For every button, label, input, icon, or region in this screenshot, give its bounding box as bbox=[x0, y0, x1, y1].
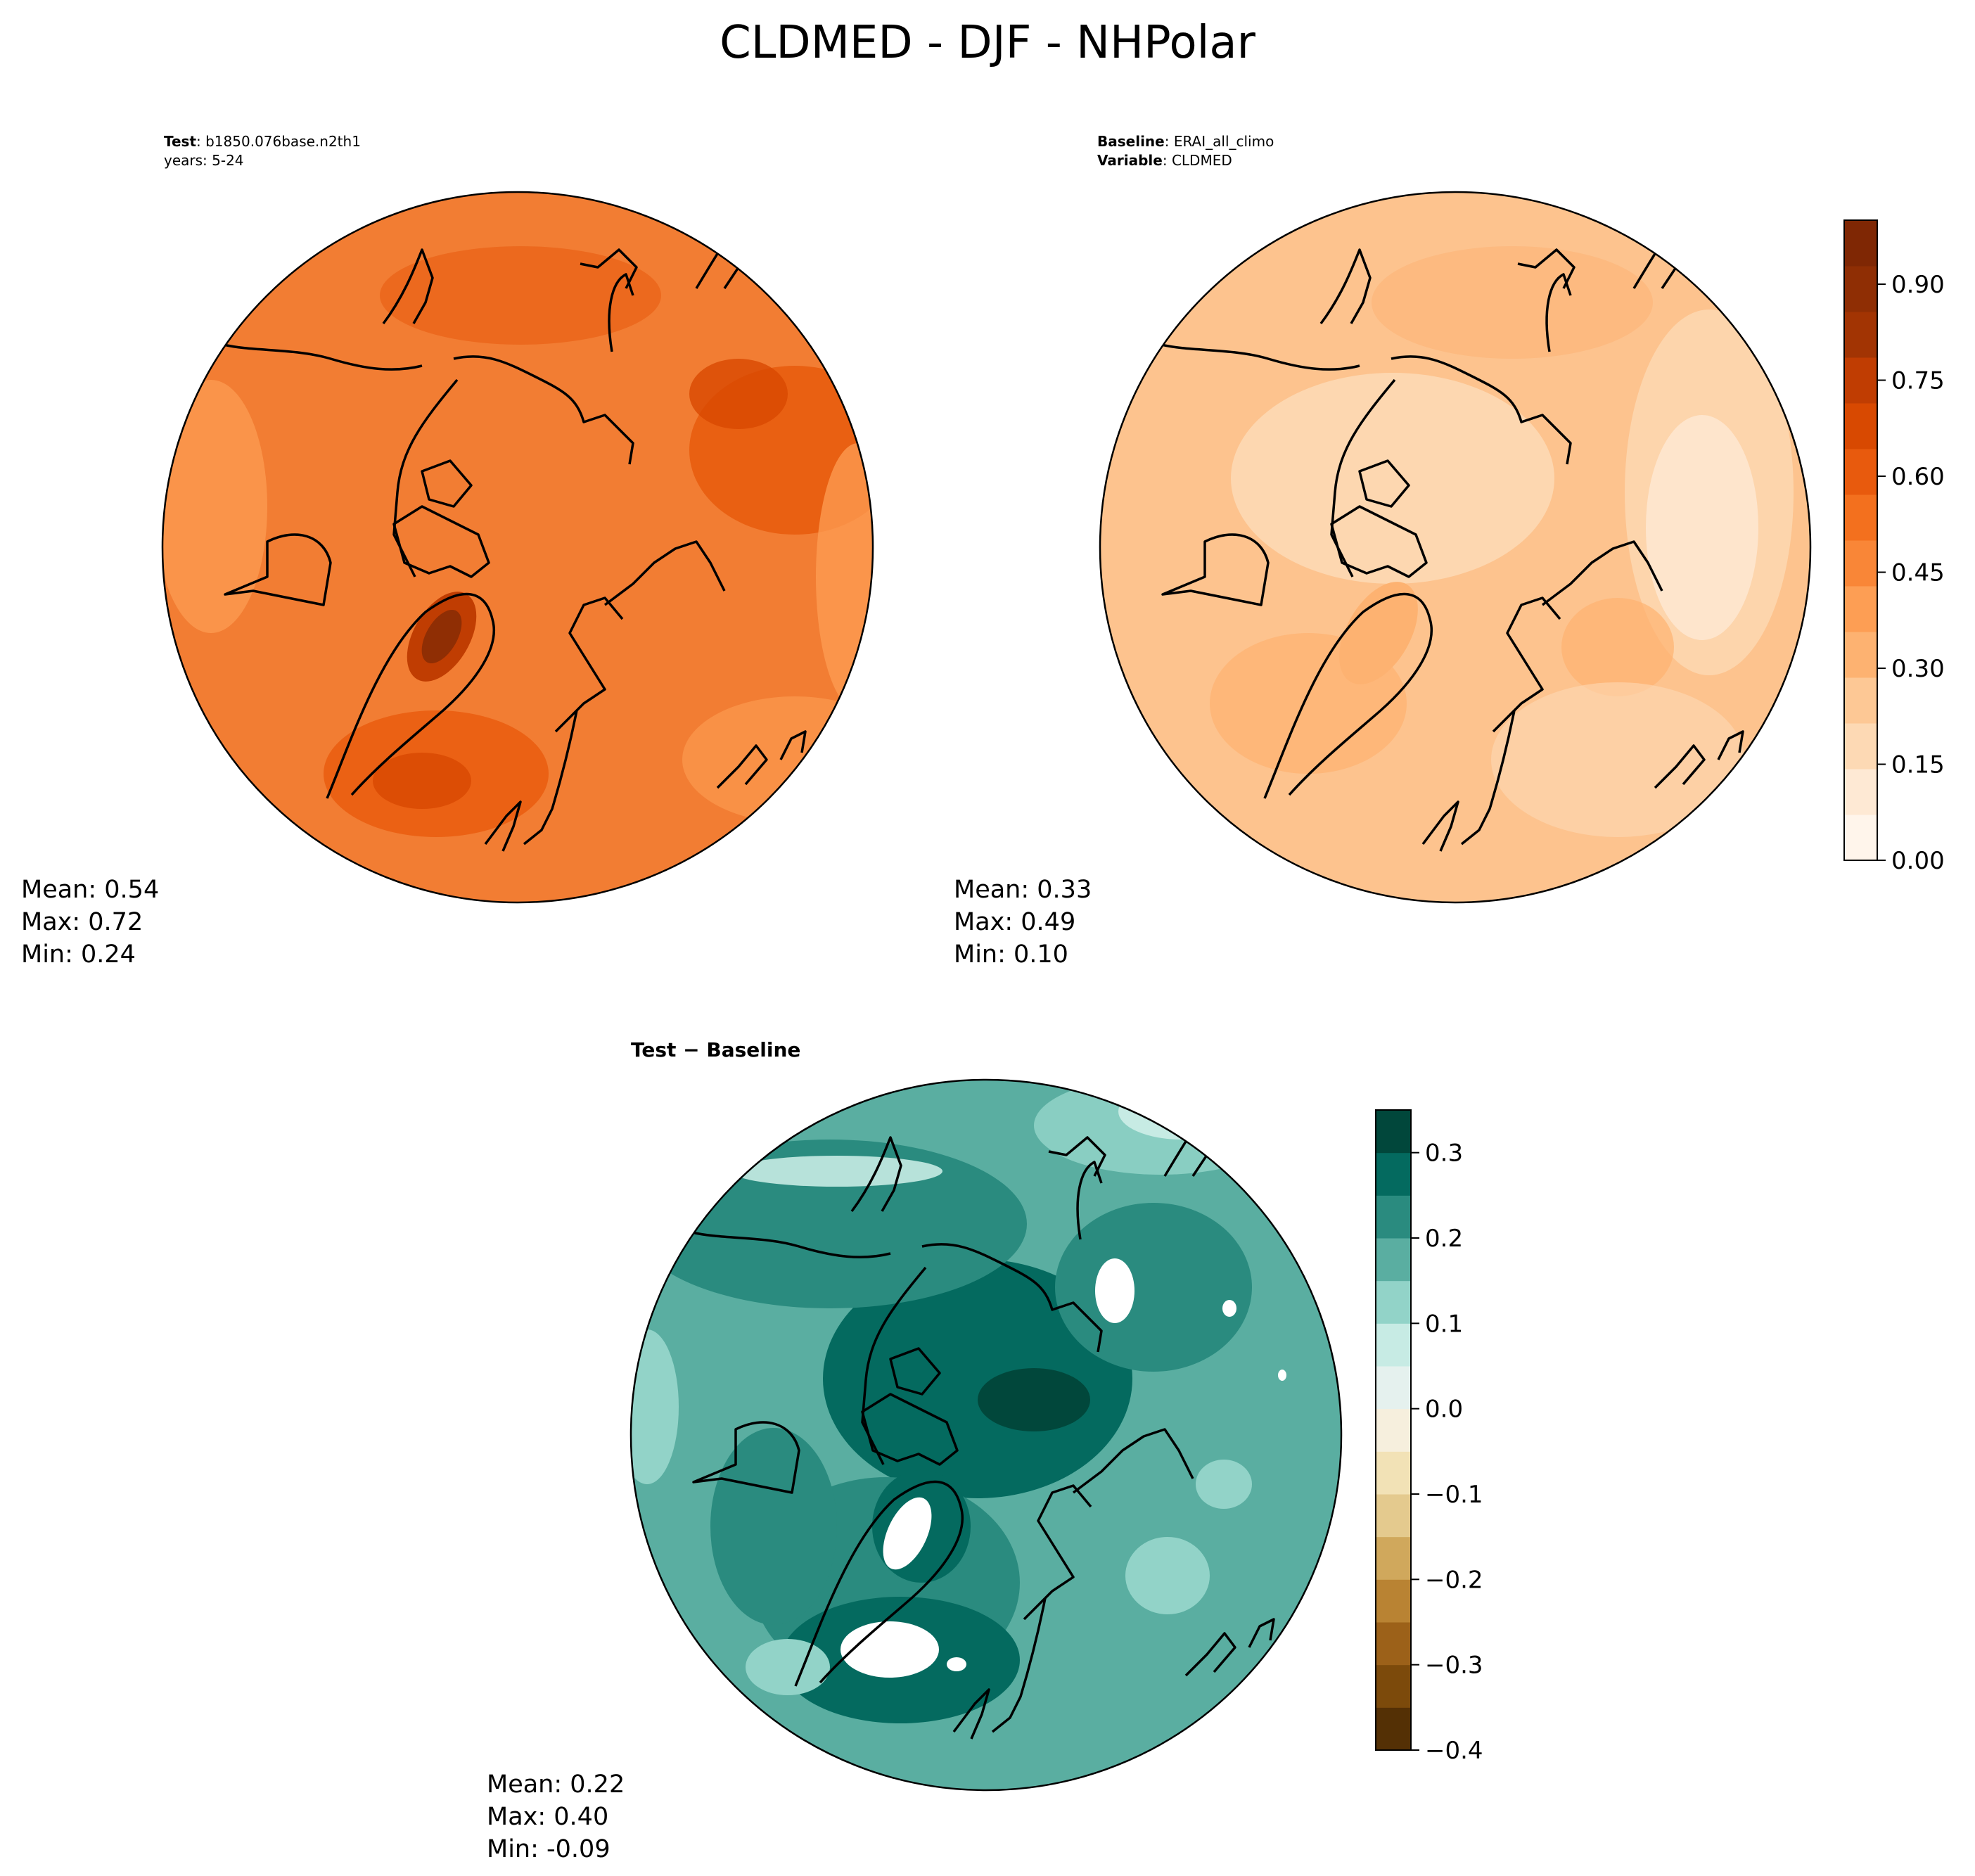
bottom-colorbar: −0.4 −0.3 −0.2 −0.1 0.0 0.1 0.2 0.3 bbox=[1375, 1109, 1483, 1765]
bottom-colorbar-tick-label: 0.1 bbox=[1425, 1310, 1463, 1338]
bottom-colorbar-segment bbox=[1376, 1323, 1411, 1367]
bottom-colorbar-segment bbox=[1376, 1238, 1411, 1282]
bottom-colorbar-segment bbox=[1376, 1451, 1411, 1495]
baseline-panel: Baseline: ERAI_all_climo Variable: CLDME… bbox=[954, 133, 1812, 969]
bottom-colorbar-segment bbox=[1376, 1110, 1411, 1154]
top-colorbar-segment bbox=[1844, 815, 1877, 861]
bottom-colorbar-segment bbox=[1376, 1579, 1411, 1623]
top-colorbar: 0.00 0.15 0.30 0.45 0.60 0.75 0.90 bbox=[1843, 219, 1945, 875]
bottom-colorbar-segment bbox=[1376, 1195, 1411, 1239]
diff-title: Test − Baseline bbox=[631, 1038, 800, 1061]
bottom-colorbar-segment bbox=[1376, 1664, 1411, 1708]
top-colorbar-segment bbox=[1844, 357, 1877, 404]
bottom-colorbar-segment bbox=[1376, 1707, 1411, 1751]
top-colorbar-segment bbox=[1844, 266, 1877, 312]
baseline-map bbox=[1100, 192, 1810, 902]
bottom-colorbar-segment bbox=[1376, 1366, 1411, 1410]
test-stat-max: Max: 0.72 bbox=[21, 908, 143, 936]
top-colorbar-tick-label: 0.00 bbox=[1891, 847, 1945, 875]
bottom-colorbar-segment bbox=[1376, 1494, 1411, 1538]
test-map-boundary bbox=[161, 191, 874, 904]
top-colorbar-tick-label: 0.15 bbox=[1891, 751, 1945, 779]
bottom-colorbar-tick-label: 0.3 bbox=[1425, 1140, 1463, 1168]
bottom-colorbar-tick-label: −0.2 bbox=[1425, 1566, 1483, 1594]
top-colorbar-segment bbox=[1844, 586, 1877, 632]
test-stat-mean: Mean: 0.54 bbox=[21, 876, 159, 904]
diff-stat-mean: Mean: 0.22 bbox=[487, 1770, 625, 1799]
diff-stat-max: Max: 0.40 bbox=[487, 1803, 608, 1831]
baseline-stat-max: Max: 0.49 bbox=[954, 908, 1075, 936]
bottom-colorbar-segment bbox=[1376, 1152, 1411, 1196]
top-colorbar-segment bbox=[1844, 403, 1877, 449]
top-colorbar-segment bbox=[1844, 220, 1877, 267]
bottom-colorbar-tick-label: −0.1 bbox=[1425, 1481, 1483, 1509]
top-colorbar-tick-label: 0.75 bbox=[1891, 367, 1945, 395]
baseline-header-line-1: Baseline: ERAI_all_climo bbox=[1097, 133, 1274, 150]
baseline-map-boundary bbox=[1099, 191, 1812, 904]
test-map bbox=[162, 192, 873, 902]
test-header-line-1: Test: b1850.076base.n2th1 bbox=[164, 133, 361, 150]
baseline-header-line-2: Variable: CLDMED bbox=[1097, 152, 1232, 169]
top-colorbar-segment bbox=[1844, 312, 1877, 358]
top-colorbar-segment bbox=[1844, 494, 1877, 541]
test-panel: Test: b1850.076base.n2th1 years: 5-24 bbox=[21, 133, 874, 969]
top-colorbar-segment bbox=[1844, 769, 1877, 815]
diff-map-boundary bbox=[629, 1078, 1343, 1792]
bottom-colorbar-segment bbox=[1376, 1536, 1411, 1580]
bottom-colorbar-tick-label: 0.0 bbox=[1425, 1396, 1463, 1424]
bottom-colorbar-tick-label: −0.4 bbox=[1425, 1737, 1483, 1765]
baseline-coastlines bbox=[1161, 199, 1744, 852]
diff-panel: Test − Baseline bbox=[487, 1038, 1343, 1863]
top-colorbar-segment bbox=[1844, 449, 1877, 495]
top-colorbar-tick-label: 0.60 bbox=[1891, 463, 1945, 491]
test-header-line-2: years: 5-24 bbox=[164, 152, 244, 169]
test-coastlines bbox=[223, 199, 807, 852]
baseline-stat-min: Min: 0.10 bbox=[954, 940, 1068, 969]
bottom-colorbar-segment bbox=[1376, 1408, 1411, 1452]
bottom-colorbar-tick-label: −0.3 bbox=[1425, 1652, 1483, 1680]
diff-coastlines bbox=[691, 1087, 1275, 1740]
top-colorbar-segment bbox=[1844, 677, 1877, 724]
bottom-colorbar-segment bbox=[1376, 1280, 1411, 1324]
top-colorbar-segment bbox=[1844, 540, 1877, 587]
test-stat-min: Min: 0.24 bbox=[21, 940, 136, 969]
top-colorbar-tick-label: 0.90 bbox=[1891, 271, 1945, 299]
test-map-background bbox=[162, 192, 873, 902]
top-colorbar-tick-label: 0.45 bbox=[1891, 559, 1945, 587]
top-colorbar-tick-label: 0.30 bbox=[1891, 655, 1945, 683]
top-colorbar-segment bbox=[1844, 723, 1877, 770]
top-colorbar-frame bbox=[1843, 219, 1878, 861]
bottom-colorbar-frame bbox=[1375, 1109, 1412, 1751]
figure-title: CLDMED - DJF - NHPolar bbox=[720, 17, 1256, 69]
diff-stat-min: Min: -0.09 bbox=[487, 1835, 611, 1863]
diff-map bbox=[631, 1080, 1341, 1790]
baseline-stat-mean: Mean: 0.33 bbox=[954, 876, 1092, 904]
bottom-colorbar-segment bbox=[1376, 1622, 1411, 1666]
top-colorbar-segment bbox=[1844, 632, 1877, 678]
bottom-colorbar-tick-label: 0.2 bbox=[1425, 1225, 1463, 1253]
